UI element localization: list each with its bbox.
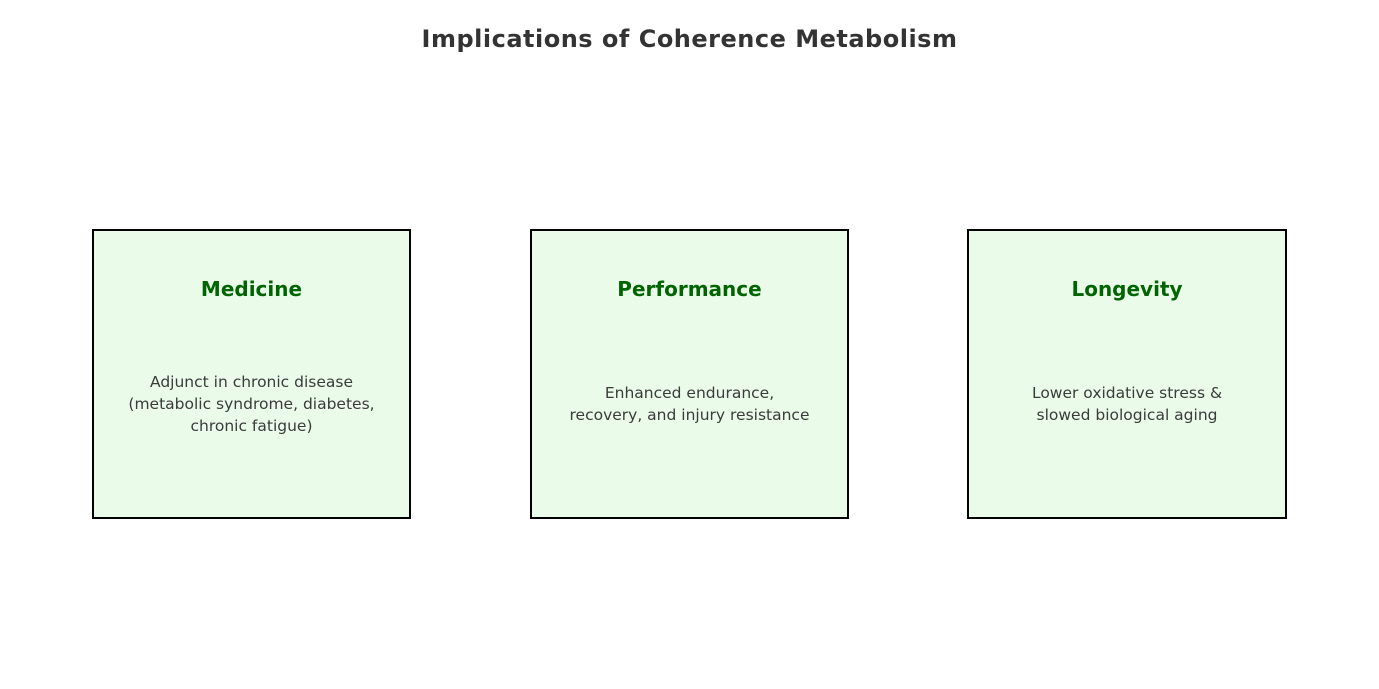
card-medicine-body: Adjunct in chronic disease (metabolic sy… bbox=[128, 373, 375, 435]
card-medicine-heading: Medicine bbox=[200, 277, 303, 301]
card-longevity-body: Lower oxidative stress & slowed biologic… bbox=[1031, 384, 1223, 424]
card-longevity-heading: Longevity bbox=[1071, 277, 1183, 301]
card-longevity: Longevity Lower oxidative stress & slowe… bbox=[967, 229, 1287, 519]
card-performance-heading: Performance bbox=[617, 277, 762, 301]
card-performance-body: Enhanced endurance, recovery, and injury… bbox=[569, 384, 810, 424]
card-medicine: Medicine Adjunct in chronic disease (met… bbox=[92, 229, 411, 519]
card-performance: Performance Enhanced endurance, recovery… bbox=[530, 229, 849, 519]
diagram-title: Implications of Coherence Metabolism bbox=[421, 25, 958, 53]
